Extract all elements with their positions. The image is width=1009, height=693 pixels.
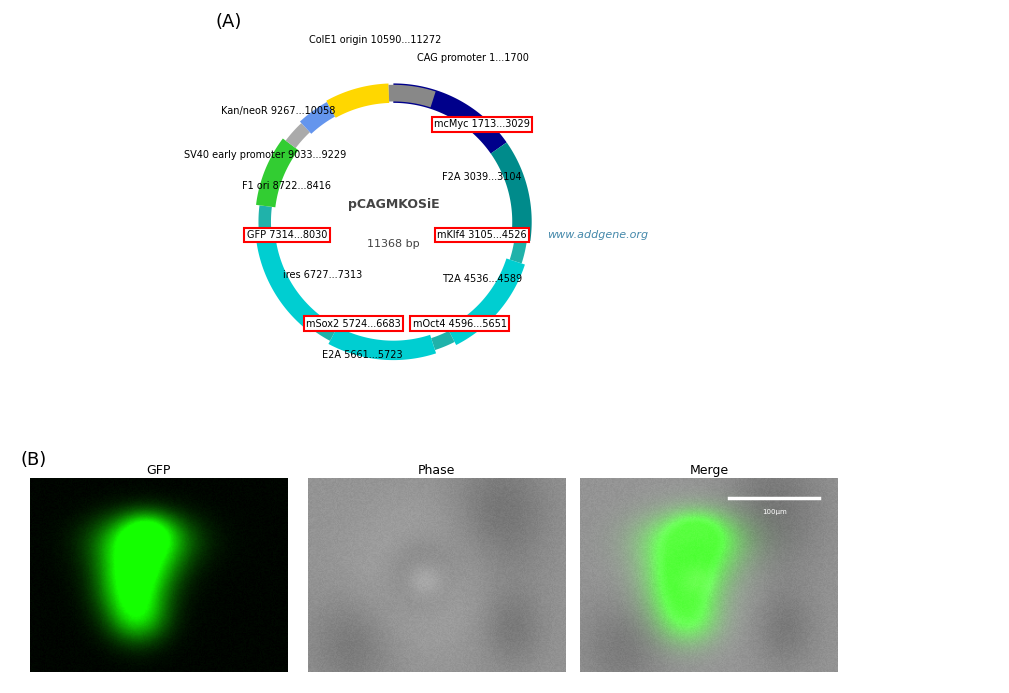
Text: ires 6727...7313: ires 6727...7313 — [283, 270, 362, 280]
Text: mKlf4 3105...4526: mKlf4 3105...4526 — [437, 230, 527, 240]
Text: F1 ori 8722...8416: F1 ori 8722...8416 — [242, 182, 331, 191]
Text: (B): (B) — [20, 451, 46, 469]
Text: E2A 5661...5723: E2A 5661...5723 — [322, 350, 403, 360]
Text: ColE1 origin 10590...11272: ColE1 origin 10590...11272 — [310, 35, 442, 45]
Title: Phase: Phase — [418, 464, 455, 477]
Text: F2A 3039...3104: F2A 3039...3104 — [442, 173, 522, 182]
Title: GFP: GFP — [146, 464, 172, 477]
Text: Kan/neoR 9267...10058: Kan/neoR 9267...10058 — [221, 106, 335, 116]
Text: CAG promoter 1...1700: CAG promoter 1...1700 — [418, 53, 529, 62]
Text: 11368 bp: 11368 bp — [367, 239, 420, 249]
Text: (A): (A) — [216, 13, 242, 31]
Text: mcMyc 1713...3029: mcMyc 1713...3029 — [434, 119, 530, 129]
Text: T2A 4536...4589: T2A 4536...4589 — [442, 274, 522, 284]
Title: Merge: Merge — [689, 464, 728, 477]
Text: 100μm: 100μm — [762, 509, 787, 515]
Text: GFP 7314...8030: GFP 7314...8030 — [247, 230, 327, 240]
Text: mSox2 5724...6683: mSox2 5724...6683 — [306, 319, 401, 328]
Text: SV40 early promoter 9033...9229: SV40 early promoter 9033...9229 — [184, 150, 346, 160]
Text: pCAGMKOSiE: pCAGMKOSiE — [347, 198, 439, 211]
Text: mOct4 4596...5651: mOct4 4596...5651 — [413, 319, 507, 328]
Text: www.addgene.org: www.addgene.org — [547, 230, 648, 240]
